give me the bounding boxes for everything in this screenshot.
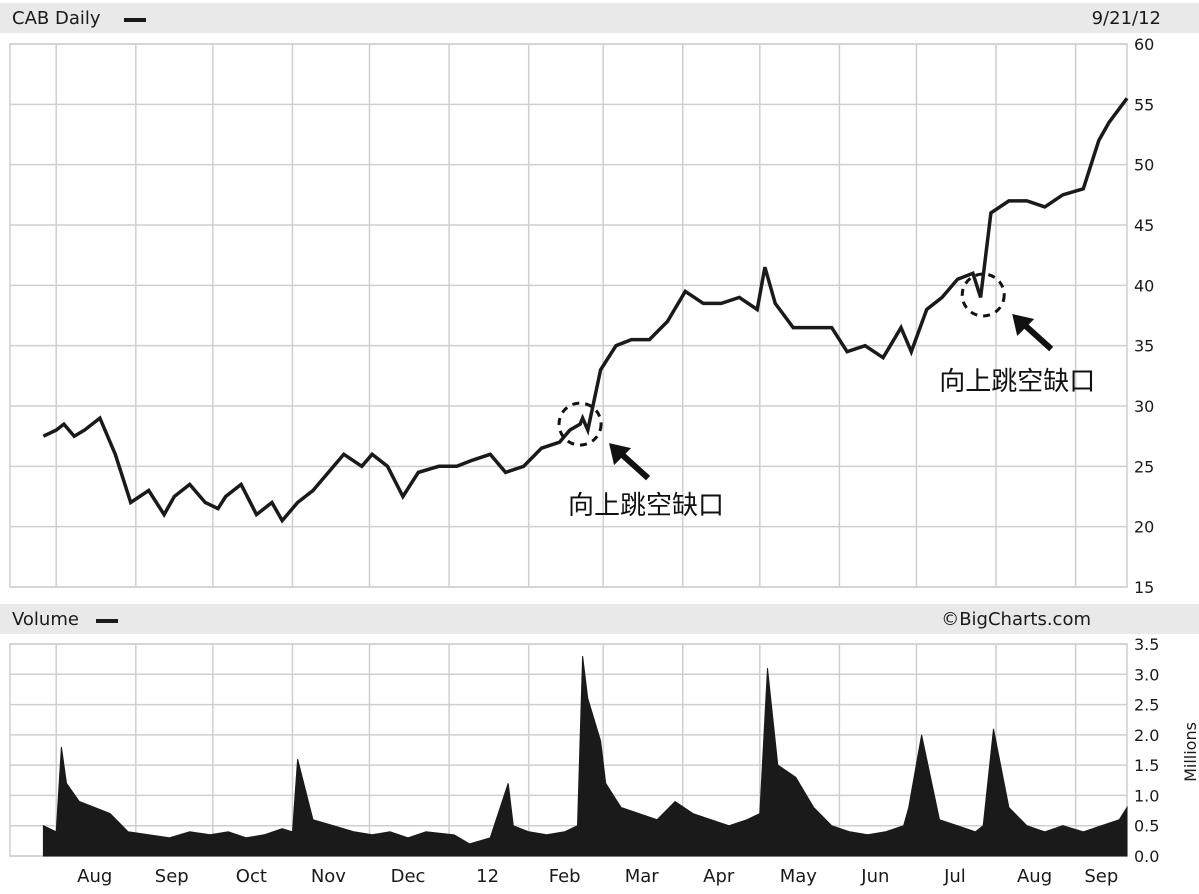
price-y-tick-label: 30 bbox=[1134, 397, 1154, 416]
price-y-tick-label: 50 bbox=[1134, 156, 1154, 175]
x-tick-label: Sep bbox=[155, 866, 189, 887]
volume-title: Volume bbox=[12, 609, 79, 630]
volume-legend-swatch bbox=[96, 619, 118, 623]
price-y-ticks: 15 20 25 30 35 40 45 50 55 60 bbox=[1134, 35, 1154, 597]
volume-area bbox=[42, 656, 1128, 857]
volume-y-tick-label: 2.5 bbox=[1134, 696, 1159, 715]
x-tick-label: Aug bbox=[77, 866, 112, 887]
volume-y-tick-label: 3.0 bbox=[1134, 665, 1159, 684]
price-line bbox=[42, 97, 1129, 524]
x-tick-label: Apr bbox=[703, 866, 735, 887]
copyright-text: ©BigCharts.com bbox=[941, 609, 1091, 630]
volume-y-tick-label: 3.5 bbox=[1134, 635, 1159, 654]
chart-date: 9/21/12 bbox=[1091, 8, 1161, 29]
volume-grid bbox=[9, 643, 1128, 857]
x-tick-label: Oct bbox=[236, 866, 267, 887]
x-tick-label: 12 bbox=[476, 866, 499, 887]
x-tick-label: Aug bbox=[1017, 866, 1052, 887]
gap-annotation-label: 向上跳空缺口 bbox=[939, 367, 1095, 397]
price-y-tick-label: 60 bbox=[1134, 35, 1154, 54]
x-ticks: Aug Sep Oct Nov Dec 12 Feb Mar Apr May Jun Jul Aug Se… bbox=[77, 866, 1118, 887]
volume-y-ticks: 0.0 0.5 1.0 1.5 2.0 2.5 3.0 3.5 bbox=[1134, 635, 1159, 866]
price-y-tick-label: 25 bbox=[1134, 457, 1154, 476]
gap-circle bbox=[960, 272, 1006, 318]
gap-annotation-label: 向上跳空缺口 bbox=[568, 491, 724, 521]
volume-y-tick-label: 1.0 bbox=[1134, 786, 1159, 805]
x-tick-label: Jun bbox=[860, 866, 889, 887]
volume-y-tick-label: 0.5 bbox=[1134, 817, 1159, 836]
price-y-tick-label: 45 bbox=[1134, 216, 1154, 235]
x-tick-label: Jul bbox=[943, 866, 966, 887]
volume-plot-frame bbox=[9, 643, 1128, 857]
x-tick-label: Mar bbox=[625, 866, 660, 887]
gap-circle bbox=[557, 401, 603, 447]
price-chart-header: CAB Daily 9/21/12 bbox=[0, 3, 1199, 33]
price-y-tick-label: 55 bbox=[1134, 95, 1154, 114]
x-tick-label: Feb bbox=[549, 866, 581, 887]
price-y-tick-label: 15 bbox=[1134, 578, 1154, 597]
volume-axis-label: Millions bbox=[1181, 722, 1199, 782]
price-y-tick-label: 40 bbox=[1134, 276, 1154, 295]
price-grid bbox=[9, 43, 1128, 588]
price-y-tick-label: 20 bbox=[1134, 518, 1154, 537]
x-tick-label: Nov bbox=[311, 866, 346, 887]
price-legend-swatch bbox=[124, 18, 146, 22]
x-tick-label: May bbox=[780, 866, 818, 887]
gap-arrow-head bbox=[1012, 313, 1035, 336]
gap-arrow-head bbox=[609, 443, 632, 466]
volume-y-tick-label: 2.0 bbox=[1134, 726, 1159, 745]
price-y-tick-label: 35 bbox=[1134, 337, 1154, 356]
chart-title: CAB Daily bbox=[12, 8, 101, 29]
volume-chart-header: Volume ©BigCharts.com bbox=[0, 604, 1199, 634]
x-tick-label: Sep bbox=[1084, 866, 1118, 887]
x-tick-label: Dec bbox=[391, 866, 426, 887]
volume-y-tick-label: 0.0 bbox=[1134, 847, 1159, 866]
volume-y-tick-label: 1.5 bbox=[1134, 756, 1159, 775]
